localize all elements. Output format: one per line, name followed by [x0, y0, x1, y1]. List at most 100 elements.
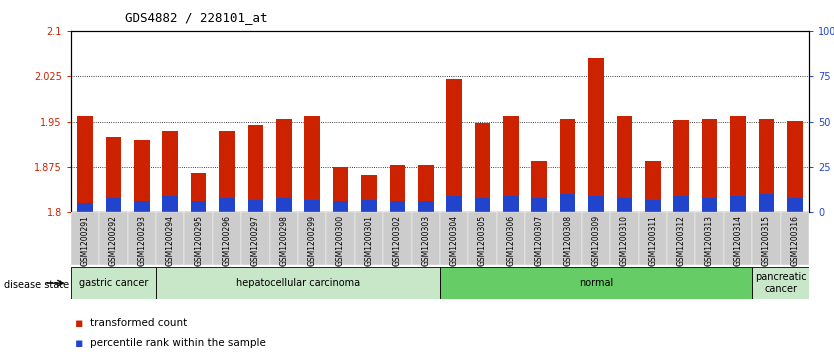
Bar — [248, 125, 264, 212]
Bar — [191, 201, 207, 212]
Text: GSM1200294: GSM1200294 — [166, 215, 175, 266]
Text: ▪: ▪ — [75, 337, 83, 350]
Bar — [560, 119, 575, 212]
Bar — [469, 212, 497, 265]
Bar — [673, 121, 689, 212]
Text: GSM1200291: GSM1200291 — [81, 215, 89, 266]
Text: GSM1200306: GSM1200306 — [506, 215, 515, 266]
Bar — [702, 198, 717, 212]
Text: GSM1200316: GSM1200316 — [791, 215, 799, 266]
Text: GSM1200305: GSM1200305 — [478, 215, 487, 266]
Bar — [78, 115, 93, 212]
Bar — [128, 212, 156, 265]
Bar — [389, 201, 405, 212]
Bar — [276, 198, 292, 212]
Bar — [616, 115, 632, 212]
Text: GSM1200308: GSM1200308 — [563, 215, 572, 266]
Bar — [440, 212, 469, 265]
Text: hepatocellular carcinoma: hepatocellular carcinoma — [236, 278, 360, 288]
Text: GSM1200298: GSM1200298 — [279, 215, 289, 266]
Bar — [531, 198, 547, 212]
Bar — [696, 212, 724, 265]
Text: transformed count: transformed count — [90, 318, 188, 328]
Bar — [731, 196, 746, 212]
Bar — [106, 198, 121, 212]
Bar — [497, 212, 525, 265]
Bar — [724, 212, 752, 265]
Bar — [673, 196, 689, 212]
Text: GSM1200314: GSM1200314 — [734, 215, 742, 266]
Bar — [191, 173, 207, 212]
Bar — [156, 212, 184, 265]
Bar — [531, 161, 547, 212]
Bar — [752, 212, 781, 265]
Bar — [213, 212, 241, 265]
Bar — [219, 198, 235, 212]
Text: GSM1200309: GSM1200309 — [591, 215, 600, 266]
Text: GSM1200297: GSM1200297 — [251, 215, 260, 266]
Bar — [781, 212, 809, 265]
Bar — [383, 212, 411, 265]
Text: gastric cancer: gastric cancer — [78, 278, 148, 288]
Bar — [326, 212, 354, 265]
Bar — [554, 212, 582, 265]
Text: GSM1200301: GSM1200301 — [364, 215, 374, 266]
Bar — [582, 212, 610, 265]
Bar — [411, 212, 440, 265]
Bar — [248, 200, 264, 212]
Bar — [304, 200, 320, 212]
Bar — [731, 115, 746, 212]
Bar — [787, 121, 802, 212]
Bar — [645, 161, 661, 212]
Text: GSM1200303: GSM1200303 — [421, 215, 430, 266]
Bar — [276, 119, 292, 212]
Bar — [616, 198, 632, 212]
Bar — [702, 119, 717, 212]
Text: GSM1200292: GSM1200292 — [109, 215, 118, 266]
Text: disease state: disease state — [4, 280, 69, 290]
Bar — [759, 119, 774, 212]
Text: GSM1200310: GSM1200310 — [620, 215, 629, 266]
Bar — [156, 267, 440, 299]
Text: GSM1200299: GSM1200299 — [308, 215, 317, 266]
Bar — [610, 212, 639, 265]
Bar — [418, 201, 434, 212]
Bar — [99, 212, 128, 265]
Bar — [304, 115, 320, 212]
Bar — [446, 196, 462, 212]
Text: GSM1200311: GSM1200311 — [648, 215, 657, 266]
Bar — [71, 267, 156, 299]
Bar — [333, 201, 349, 212]
Bar — [184, 212, 213, 265]
Bar — [219, 131, 235, 212]
Text: GSM1200302: GSM1200302 — [393, 215, 402, 266]
Bar — [389, 165, 405, 212]
Bar — [752, 267, 809, 299]
Bar — [333, 167, 349, 212]
Bar — [78, 203, 93, 212]
Bar — [134, 201, 149, 212]
Text: normal: normal — [579, 278, 613, 288]
Bar — [645, 200, 661, 212]
Bar — [759, 194, 774, 212]
Bar — [269, 212, 298, 265]
Bar — [163, 131, 178, 212]
Bar — [525, 212, 554, 265]
Bar — [475, 198, 490, 212]
Bar — [560, 194, 575, 212]
Text: GSM1200313: GSM1200313 — [705, 215, 714, 266]
Text: GSM1200300: GSM1200300 — [336, 215, 345, 266]
Bar — [71, 212, 99, 265]
Bar — [440, 267, 752, 299]
Bar — [503, 196, 519, 212]
Bar — [446, 79, 462, 212]
Bar — [588, 58, 604, 212]
Text: GSM1200315: GSM1200315 — [762, 215, 771, 266]
Bar — [418, 165, 434, 212]
Bar — [588, 196, 604, 212]
Text: GSM1200307: GSM1200307 — [535, 215, 544, 266]
Bar — [241, 212, 269, 265]
Text: GSM1200312: GSM1200312 — [676, 215, 686, 266]
Text: pancreatic
cancer: pancreatic cancer — [755, 272, 806, 294]
Text: GSM1200295: GSM1200295 — [194, 215, 203, 266]
